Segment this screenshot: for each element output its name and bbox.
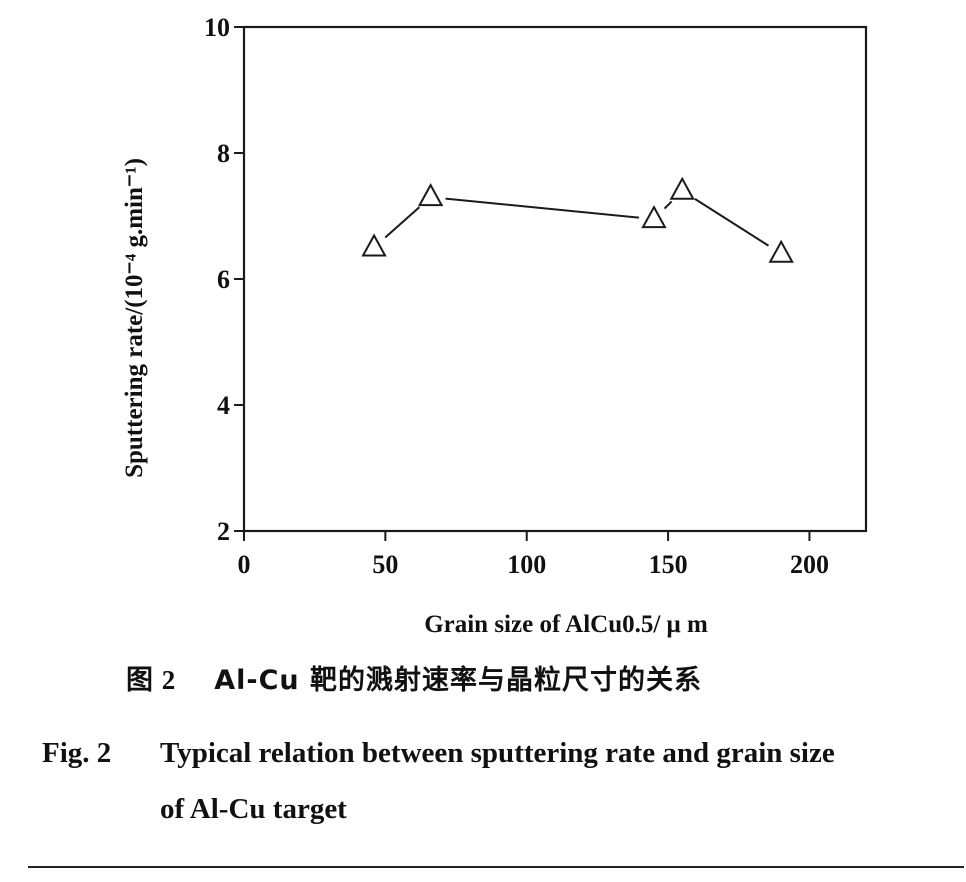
series-segment	[384, 206, 421, 239]
y-tick-label: 10	[204, 13, 230, 42]
x-tick-label: 150	[649, 550, 688, 579]
series-segment	[694, 198, 770, 247]
data-point-triangle	[361, 233, 387, 257]
figure-label-english: Fig. 2	[42, 737, 112, 769]
caption-text-english-line2: of Al-Cu target	[160, 793, 347, 825]
data-series	[361, 176, 794, 263]
figure-caption-english: Fig. 2 Typical relation between sputterin…	[42, 725, 962, 837]
y-axis-title: Sputtering rate/(10⁻⁴ g.min⁻¹)	[121, 158, 148, 478]
bottom-rule	[28, 866, 964, 868]
x-tick-label: 0	[238, 550, 251, 579]
data-point-triangle	[417, 183, 444, 207]
y-tick-label: 6	[217, 265, 230, 294]
plot-border	[242, 25, 868, 533]
axis-ticks: 0 50 100 150 200 2 4 6 8 10	[204, 13, 829, 579]
x-axis-title: Grain size of AlCu0.5/ μ m	[424, 611, 708, 638]
series-segment	[445, 197, 640, 219]
figure-label-chinese: 图 2	[126, 665, 177, 695]
series-segment	[663, 200, 673, 210]
y-tick-label: 4	[217, 391, 230, 420]
y-tick-label: 8	[217, 139, 230, 168]
x-tick-label: 50	[372, 550, 398, 579]
caption-text-chinese: Al-Cu 靶的溅射速率与晶粒尺寸的关系	[214, 665, 703, 696]
y-tick-label: 2	[217, 517, 230, 546]
data-point-triangle	[641, 205, 667, 229]
x-tick-label: 200	[790, 550, 829, 579]
sputtering-rate-chart: 0 50 100 150 200 2 4 6 8 10 Grain size of AlCu0.5…	[121, 13, 868, 638]
x-tick-label: 100	[507, 550, 546, 579]
data-point-triangle	[669, 176, 695, 200]
figure-caption-chinese: 图 2 Al-Cu 靶的溅射速率与晶粒尺寸的关系	[126, 658, 702, 697]
plot-frame	[242, 25, 868, 533]
caption-text-english-line1: Typical relation between sputtering rate…	[160, 737, 835, 769]
data-point-triangle	[768, 239, 794, 263]
